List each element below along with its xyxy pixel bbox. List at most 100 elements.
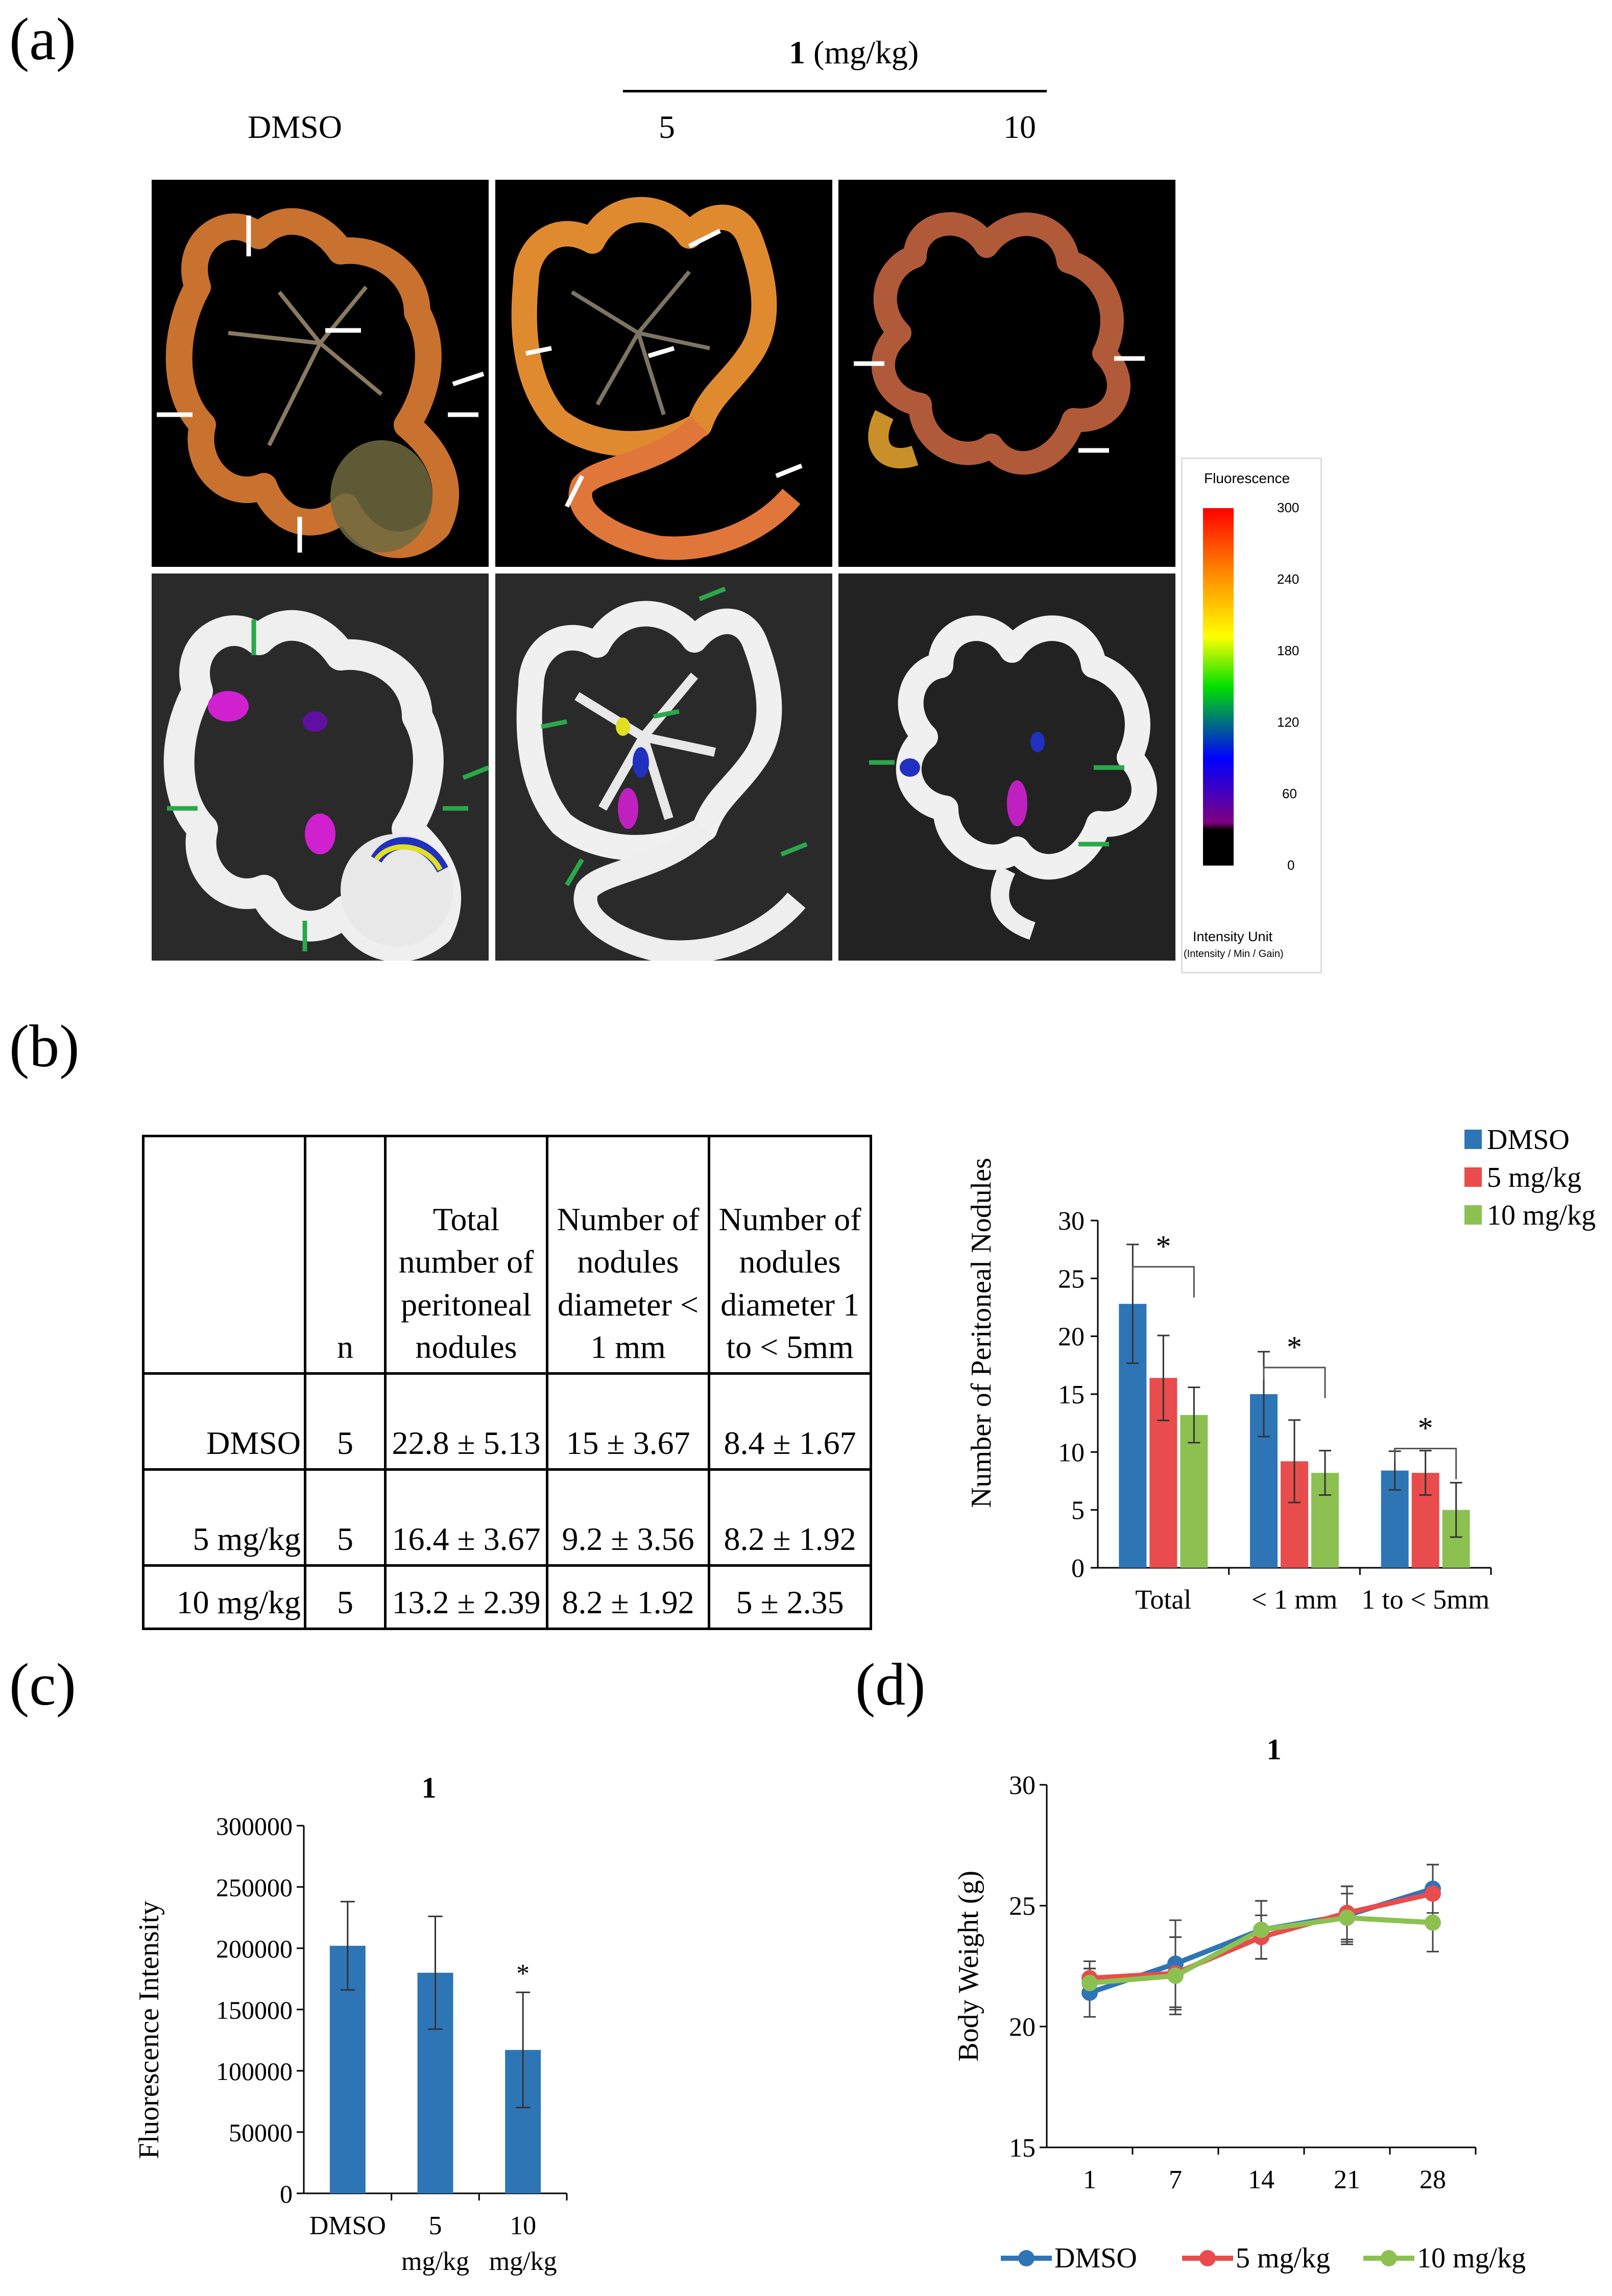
table-header-cell: Number of nodules diameter 1 to < 5mm xyxy=(708,1135,872,1375)
y-tick-label: 20 xyxy=(1058,1323,1085,1352)
fluorescence-scale: Fluorescence 300 240 180 120 60 0 Intens… xyxy=(1181,458,1322,973)
compound-number: 1 xyxy=(789,34,805,70)
legend-marker xyxy=(1199,2250,1216,2266)
data-point xyxy=(1339,1909,1355,1926)
y-tick-label: 5 xyxy=(1071,1496,1085,1525)
legend-label: DMSO xyxy=(1054,2242,1137,2274)
scale-tick-180: 180 xyxy=(1277,643,1300,658)
x-tick-label: 28 xyxy=(1419,2165,1446,2194)
table-cell: 8.2 ± 1.92 xyxy=(546,1564,710,1630)
y-tick-label: 20 xyxy=(1009,2013,1036,2042)
photo-brightfield-10mgkg xyxy=(838,180,1175,567)
y-tick-label: 200000 xyxy=(216,1934,293,1963)
table-header-cell: n xyxy=(304,1135,387,1375)
x-tick-label: DMSO xyxy=(309,2211,386,2240)
scale-tick-300: 300 xyxy=(1277,500,1300,515)
photo-fluorescence-10mgkg xyxy=(838,573,1175,961)
photo-fluorescence-dmso xyxy=(152,573,489,961)
scale-tick-60: 60 xyxy=(1282,786,1297,801)
dose-bracket-line xyxy=(623,90,1047,92)
legend-swatch xyxy=(1464,1205,1482,1225)
table-cell: 5 xyxy=(304,1372,387,1471)
table-header-row: n Total number of peritoneal nodules Number… xyxy=(142,1135,872,1375)
scale-tick-120: 120 xyxy=(1277,714,1300,730)
x-tick-label: 10 mg/kg xyxy=(489,2211,557,2276)
chart-title: 1 xyxy=(1267,1733,1282,1766)
y-tick-label: 25 xyxy=(1058,1264,1085,1294)
legend-label: 10 mg/kg xyxy=(1487,1200,1596,1231)
significance-bracket xyxy=(1132,1266,1195,1298)
y-tick-label: 100000 xyxy=(216,2057,293,2086)
data-point xyxy=(1167,1967,1184,1984)
scale-tick-240: 240 xyxy=(1277,571,1300,587)
legend-label: 5 mg/kg xyxy=(1487,1162,1581,1193)
table-cell: 5 mg/kg xyxy=(142,1468,306,1567)
table-cell: 8.4 ± 1.67 xyxy=(708,1372,872,1471)
data-point xyxy=(1081,1975,1098,1992)
table-cell: 8.2 ± 1.92 xyxy=(708,1468,872,1567)
y-tick-label: 150000 xyxy=(216,1996,293,2024)
nodule-table: n Total number of peritoneal nodules Number… xyxy=(142,1135,872,1630)
y-axis-label: Number of Peritoneal Nodules xyxy=(966,1158,997,1508)
y-tick-label: 300000 xyxy=(216,1812,293,1840)
scale-title: Fluorescence xyxy=(1204,470,1290,486)
table-row: 10 mg/kg 5 13.2 ± 2.39 8.2 ± 1.92 5 ± 2.… xyxy=(142,1564,872,1630)
data-point xyxy=(1425,1914,1441,1931)
y-axis-label: Fluorescence Intensity xyxy=(133,1901,165,2159)
legend-swatch xyxy=(1464,1130,1482,1149)
table-row: DMSO 5 22.8 ± 5.13 15 ± 3.67 8.4 ± 1.67 xyxy=(142,1372,872,1471)
table-cell: 9.2 ± 3.56 xyxy=(546,1468,710,1567)
y-tick-label: 25 xyxy=(1009,1892,1036,1921)
table-header-cell xyxy=(142,1135,306,1375)
chart-title: 1 xyxy=(422,1771,437,1804)
column-label-10: 10 xyxy=(1003,109,1036,145)
legend-marker xyxy=(1018,2250,1034,2266)
y-tick-label: 10 xyxy=(1058,1438,1085,1467)
table-cell: 15 ± 3.67 xyxy=(546,1372,710,1471)
legend-label: 10 mg/kg xyxy=(1417,2242,1526,2274)
x-tick-label: Total xyxy=(1135,1584,1191,1615)
y-tick-label: 0 xyxy=(280,2180,293,2208)
significance-star: * xyxy=(1287,1330,1302,1364)
column-label-dmso: DMSO xyxy=(248,109,342,145)
legend-swatch xyxy=(1464,1167,1482,1187)
scale-gradient xyxy=(1203,508,1234,866)
panel-c-label: (c) xyxy=(9,1651,76,1718)
body-weight-line-chart: 1 15 20 25 30 1 7 14 21 28 Body Weight (g) DMSO 5 mg… xyxy=(953,1733,1526,2274)
legend-label: 5 mg/kg xyxy=(1236,2242,1330,2274)
table-cell: 5 ± 2.35 xyxy=(708,1564,872,1630)
x-tick-label: 1 to < 5mm xyxy=(1361,1584,1489,1615)
scale-unit-title: Intensity Unit xyxy=(1193,929,1273,944)
compound-header: 1 (mg/kg) xyxy=(789,34,919,71)
table-header-cell: Number of nodules diameter <1 mm xyxy=(546,1135,710,1375)
data-point xyxy=(1253,1922,1269,1938)
photo-brightfield-5mgkg xyxy=(495,180,832,567)
significance-star: * xyxy=(1418,1412,1433,1445)
compound-unit: (mg/kg) xyxy=(805,34,919,70)
table-cell: 22.8 ± 5.13 xyxy=(384,1372,548,1471)
y-tick-label: 250000 xyxy=(216,1873,293,1902)
significance-bracket xyxy=(1263,1367,1326,1398)
table-cell: 5 xyxy=(304,1564,387,1630)
table-cell: 5 xyxy=(304,1468,387,1567)
y-axis-label: Body Weight (g) xyxy=(953,1871,984,2062)
y-tick-label: 30 xyxy=(1009,1771,1036,1800)
significance-star: * xyxy=(1156,1230,1171,1263)
photo-brightfield-dmso xyxy=(152,180,489,567)
x-tick-label: 7 xyxy=(1169,2165,1182,2194)
scale-tick-0: 0 xyxy=(1287,857,1295,873)
x-tick-label: < 1 mm xyxy=(1252,1584,1337,1615)
x-tick-label: 14 xyxy=(1248,2165,1274,2194)
y-tick-label: 30 xyxy=(1058,1207,1085,1236)
panel-d-label: (d) xyxy=(855,1651,926,1718)
table-cell: 10 mg/kg xyxy=(142,1564,306,1630)
column-label-5: 5 xyxy=(659,109,675,145)
x-tick-label: 21 xyxy=(1334,2165,1360,2194)
y-tick-label: 15 xyxy=(1009,2134,1036,2163)
y-tick-label: 0 xyxy=(1071,1554,1085,1583)
table-header-cell: Total number of peritoneal nodules xyxy=(384,1135,548,1375)
y-tick-label: 15 xyxy=(1058,1380,1085,1409)
scale-unit-subtitle: (Intensity / Min / Gain) xyxy=(1184,948,1284,960)
photo-fluorescence-5mgkg xyxy=(495,573,832,961)
panel-a-label: (a) xyxy=(9,6,76,73)
